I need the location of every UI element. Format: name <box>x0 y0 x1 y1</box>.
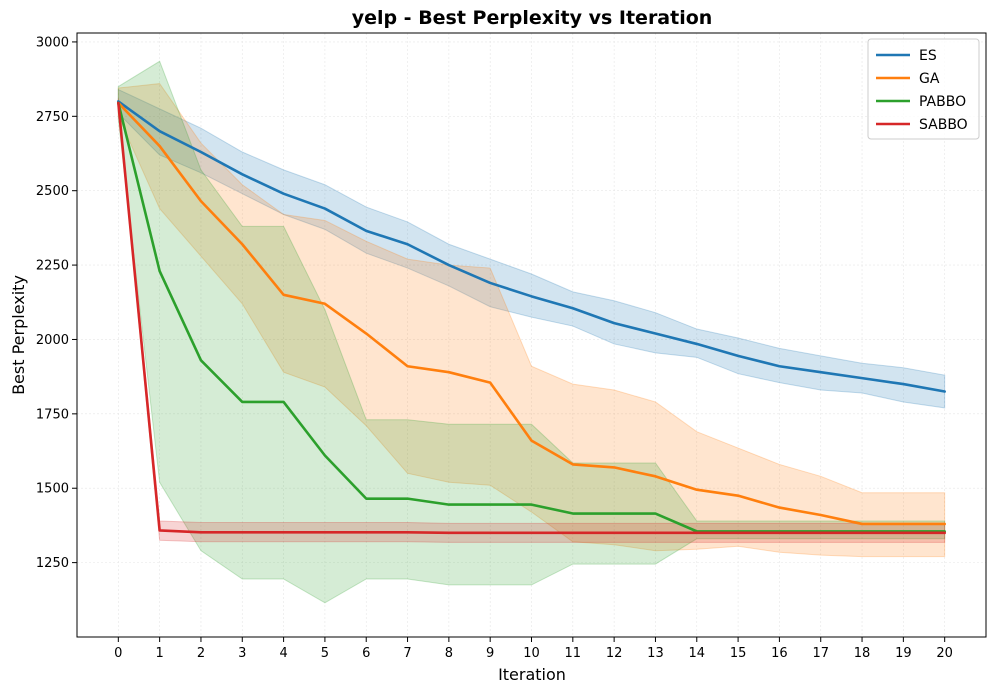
x-axis-label: Iteration <box>498 665 566 684</box>
x-tick-label: 18 <box>854 646 871 661</box>
y-tick-label: 2250 <box>36 259 69 274</box>
x-tick-label: 3 <box>238 646 246 661</box>
band-ga <box>117 83 946 558</box>
y-tick-label: 3000 <box>36 35 69 50</box>
legend-box <box>867 38 980 140</box>
x-tick-label: 6 <box>362 646 370 661</box>
y-tick-label: 2500 <box>36 184 69 199</box>
line-es <box>117 100 946 393</box>
y-tick-label: 1500 <box>36 482 69 497</box>
legend-label-es: ES <box>919 48 937 64</box>
x-tick-label: 14 <box>688 646 705 661</box>
x-axis-ticks: 0 1 2 3 4 5 6 7 8 9 10 11 12 13 14 15 16 17 18 19 20 <box>114 637 953 661</box>
confidence-bands <box>117 60 946 604</box>
x-tick-label: 17 <box>812 646 829 661</box>
grid <box>77 33 986 637</box>
y-axis-ticks: 1250 1500 1750 2000 2250 2500 2750 3000 <box>36 35 77 571</box>
y-tick-label: 2750 <box>36 110 69 125</box>
line-sabbo <box>117 101 946 535</box>
band-es <box>117 88 946 409</box>
x-tick-label: 16 <box>771 646 788 661</box>
x-tick-label: 0 <box>114 646 122 661</box>
legend-label-sabbo: SABBO <box>919 117 968 133</box>
x-tick-label: 9 <box>486 646 494 661</box>
x-tick-label: 7 <box>403 646 411 661</box>
y-tick-label: 1750 <box>36 407 69 422</box>
x-tick-label: 1 <box>155 646 163 661</box>
x-tick-label: 12 <box>606 646 623 661</box>
legend-label-pabbo: PABBO <box>919 94 966 110</box>
legend-label-ga: GA <box>919 71 940 87</box>
x-tick-label: 2 <box>197 646 205 661</box>
chart-title: yelp - Best Perplexity vs Iteration <box>352 7 713 29</box>
y-tick-label: 1250 <box>36 556 69 571</box>
band-pabbo <box>117 60 946 604</box>
x-tick-label: 8 <box>445 646 453 661</box>
legend: ES GA PABBO SABBO <box>867 38 980 140</box>
x-tick-label: 11 <box>565 646 582 661</box>
x-tick-label: 15 <box>730 646 747 661</box>
y-axis-label: Best Perplexity <box>9 275 28 395</box>
x-tick-label: 10 <box>523 646 540 661</box>
x-tick-label: 19 <box>895 646 912 661</box>
series-lines <box>117 100 946 535</box>
line-ga <box>117 101 946 526</box>
x-tick-label: 5 <box>321 646 329 661</box>
y-tick-label: 2000 <box>36 333 69 348</box>
x-tick-label: 4 <box>279 646 287 661</box>
line-pabbo <box>117 101 946 533</box>
x-tick-label: 20 <box>936 646 953 661</box>
band-sabbo <box>117 98 946 543</box>
x-tick-label: 13 <box>647 646 664 661</box>
